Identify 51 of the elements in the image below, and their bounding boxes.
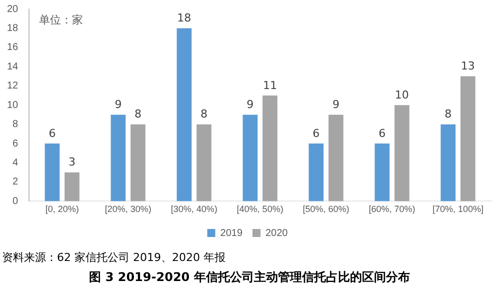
text: 图 3 2019-2020 年信托公司主动管理信托占比的区间分布 xyxy=(88,269,411,286)
bar xyxy=(176,28,192,202)
bar xyxy=(110,114,126,202)
y-tick-label: 18 xyxy=(7,22,19,34)
data-label: 8 xyxy=(200,108,208,121)
x-tick-label: [60%, 70%) xyxy=(368,204,416,214)
data-label: 8 xyxy=(134,108,142,121)
data-label: 6 xyxy=(48,126,56,140)
bar xyxy=(328,114,344,202)
y-tick-label: 12 xyxy=(7,80,19,92)
y-tick-label: 6 xyxy=(12,138,19,150)
x-tick-label: [0, 20%) xyxy=(45,204,79,214)
y-tick-label: 8 xyxy=(12,119,19,130)
data-label: 3 xyxy=(68,156,76,169)
bar xyxy=(44,144,60,202)
data-label: 11 xyxy=(262,78,277,92)
data-label: 9 xyxy=(246,98,254,112)
bar xyxy=(196,124,212,202)
y-tick-label: 0 xyxy=(12,196,19,207)
data-label: 6 xyxy=(378,126,386,140)
bar xyxy=(308,144,324,202)
y-tick-label: 10 xyxy=(7,100,19,111)
legend-label: 2019 xyxy=(220,228,243,239)
data-label: 18 xyxy=(177,12,192,25)
bar xyxy=(262,95,278,202)
bar xyxy=(64,172,80,202)
y-tick-label: 2 xyxy=(12,176,19,188)
bar xyxy=(130,124,146,202)
data-label: 9 xyxy=(114,98,122,112)
x-tick-label: [50%, 60%) xyxy=(302,204,350,214)
x-tick-label: [70%, 100%] xyxy=(432,204,484,214)
y-tick-label: 16 xyxy=(7,42,19,54)
data-label: 13 xyxy=(460,60,475,73)
bar xyxy=(440,124,456,202)
bar xyxy=(242,114,258,202)
data-label: 9 xyxy=(332,98,340,112)
x-tick-label: [40%, 50%) xyxy=(236,204,284,214)
bar xyxy=(394,105,410,202)
bar xyxy=(374,144,390,202)
y-tick-label: 4 xyxy=(12,158,19,169)
text: 资料来源：62 家信托公司 2019、2020 年报 xyxy=(2,250,226,265)
y-tick-label: 14 xyxy=(7,61,19,72)
x-tick-label: [20%, 30%) xyxy=(104,204,152,214)
annotation: 单位：家 xyxy=(39,13,84,26)
x-tick-label: [30%, 40%) xyxy=(170,204,218,214)
legend-label: 2020 xyxy=(266,228,288,239)
y-tick-label: 20 xyxy=(7,4,19,15)
data-label: 8 xyxy=(444,108,452,121)
data-label: 10 xyxy=(394,88,409,102)
bar xyxy=(460,76,476,202)
data-label: 6 xyxy=(312,126,320,140)
